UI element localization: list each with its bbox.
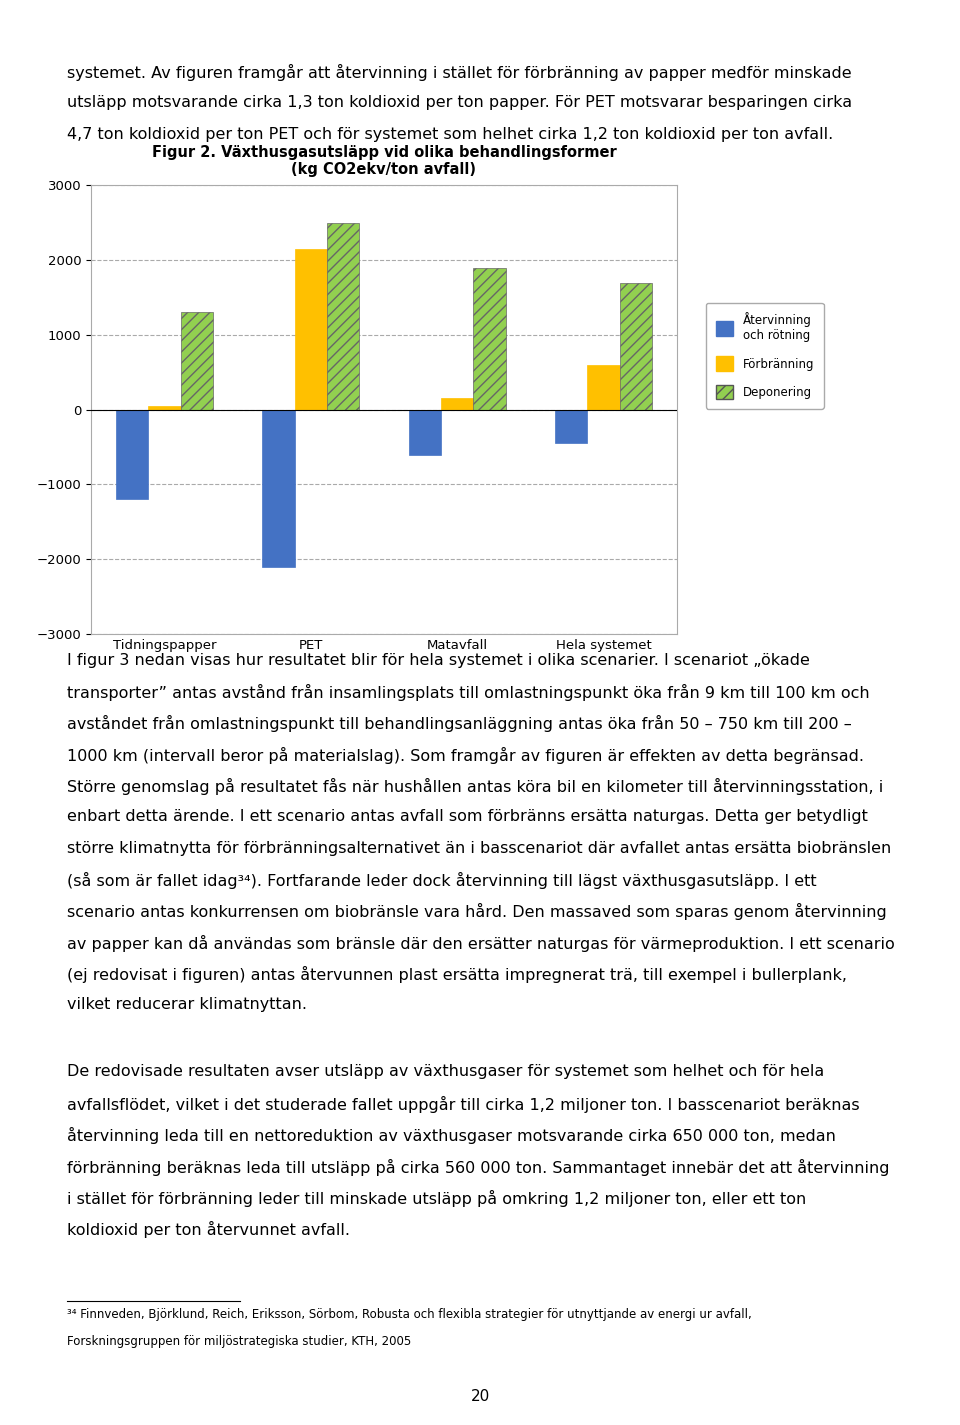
Text: Forskningsgruppen för miljöstrategiska studier, KTH, 2005: Forskningsgruppen för miljöstrategiska s…	[67, 1335, 412, 1348]
Bar	[116, 409, 148, 499]
Bar	[409, 409, 441, 455]
Bar	[262, 409, 295, 567]
Text: 20: 20	[470, 1389, 490, 1405]
Legend: Återvinning
och rötning, Förbränning, Deponering: Återvinning och rötning, Förbränning, De…	[707, 304, 824, 409]
Text: avståndet från omlastningspunkt till behandlingsanläggning antas öka från 50 – 7: avståndet från omlastningspunkt till beh…	[67, 715, 852, 732]
Bar	[473, 268, 506, 409]
Bar	[620, 282, 652, 409]
Text: Större genomslag på resultatet fås när hushållen antas köra bil en kilometer til: Större genomslag på resultatet fås när h…	[67, 778, 883, 795]
Text: 4,7 ton koldioxid per ton PET och för systemet som helhet cirka 1,2 ton koldioxi: 4,7 ton koldioxid per ton PET och för sy…	[67, 127, 833, 142]
Text: koldioxid per ton återvunnet avfall.: koldioxid per ton återvunnet avfall.	[67, 1221, 350, 1238]
Text: större klimatnytta för förbränningsalternativet än i basscenariot där avfallet a: större klimatnytta för förbränningsalter…	[67, 841, 892, 856]
Text: avfallsflödet, vilket i det studerade fallet uppgår till cirka 1,2 miljoner ton.: avfallsflödet, vilket i det studerade fa…	[67, 1096, 860, 1113]
Bar	[148, 406, 180, 409]
Text: scenario antas konkurrensen om biobränsle vara hård. Den massaved som sparas gen: scenario antas konkurrensen om biobränsl…	[67, 903, 887, 921]
Text: systemet. Av figuren framgår att återvinning i stället för förbränning av papper: systemet. Av figuren framgår att återvin…	[67, 64, 852, 81]
Text: transporter” antas avstånd från insamlingsplats till omlastningspunkt öka från 9: transporter” antas avstånd från insamlin…	[67, 684, 870, 701]
Text: av papper kan då användas som bränsle där den ersätter naturgas för värmeprodukt: av papper kan då användas som bränsle dä…	[67, 935, 895, 952]
Bar	[555, 409, 588, 443]
Text: (så som är fallet idag³⁴). Fortfarande leder dock återvinning till lägst växthus: (så som är fallet idag³⁴). Fortfarande l…	[67, 872, 817, 889]
Text: 1000 km (intervall beror på materialslag). Som framgår av figuren är effekten av: 1000 km (intervall beror på materialslag…	[67, 747, 864, 764]
Text: i stället för förbränning leder till minskade utsläpp på omkring 1,2 miljoner to: i stället för förbränning leder till min…	[67, 1190, 806, 1207]
Text: vilket reducerar klimatnyttan.: vilket reducerar klimatnyttan.	[67, 997, 307, 1013]
Text: De redovisade resultaten avser utsläpp av växthusgaser för systemet som helhet o: De redovisade resultaten avser utsläpp a…	[67, 1064, 825, 1080]
Bar	[588, 365, 620, 409]
Bar	[180, 312, 213, 409]
Text: förbränning beräknas leda till utsläpp på cirka 560 000 ton. Sammantaget innebär: förbränning beräknas leda till utsläpp p…	[67, 1159, 890, 1176]
Text: ³⁴ Finnveden, Björklund, Reich, Eriksson, Sörbom, Robusta och flexibla strategie: ³⁴ Finnveden, Björklund, Reich, Eriksson…	[67, 1308, 752, 1321]
Text: utsläpp motsvarande cirka 1,3 ton koldioxid per ton papper. För PET motsvarar be: utsläpp motsvarande cirka 1,3 ton koldio…	[67, 95, 852, 111]
Bar	[327, 222, 359, 409]
Text: I figur 3 nedan visas hur resultatet blir för hela systemet i olika scenarier. I: I figur 3 nedan visas hur resultatet bli…	[67, 653, 810, 668]
Bar	[295, 249, 327, 409]
Title: Figur 2. Växthusgasutsläpp vid olika behandlingsformer
(kg CO2ekv/ton avfall): Figur 2. Växthusgasutsläpp vid olika beh…	[152, 145, 616, 177]
Text: enbart detta ärende. I ett scenario antas avfall som förbränns ersätta naturgas.: enbart detta ärende. I ett scenario anta…	[67, 809, 868, 825]
Text: (ej redovisat i figuren) antas återvunnen plast ersätta impregnerat trä, till ex: (ej redovisat i figuren) antas återvunne…	[67, 966, 848, 983]
Bar	[441, 399, 473, 409]
Text: återvinning leda till en nettoreduktion av växthusgaser motsvarande cirka 650 00: återvinning leda till en nettoreduktion …	[67, 1127, 836, 1144]
